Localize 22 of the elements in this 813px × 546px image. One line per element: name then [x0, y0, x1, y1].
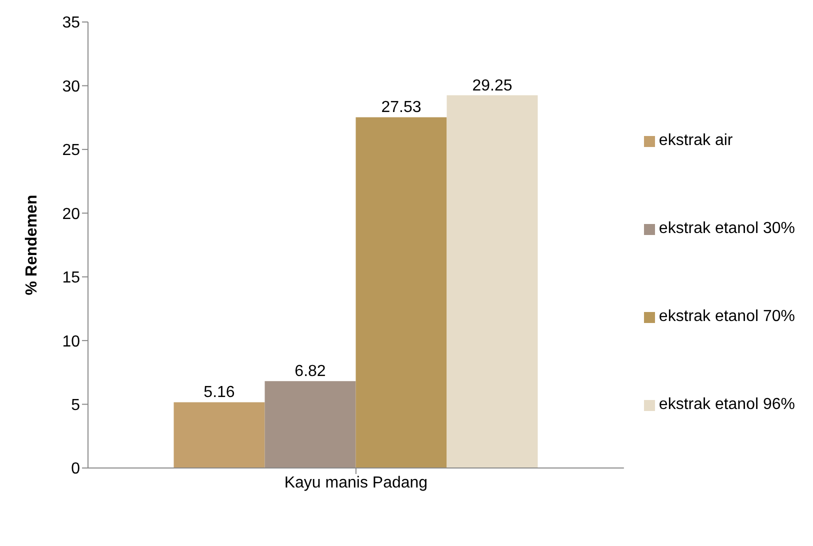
- y-tick-label: 10: [62, 333, 80, 350]
- y-tick-label: 15: [62, 270, 80, 287]
- bar: [174, 402, 265, 468]
- x-tick-label: Kayu manis Padang: [284, 474, 428, 492]
- y-tick-label: 0: [71, 460, 80, 478]
- legend-label: ekstrak etanol 96%: [658, 396, 795, 414]
- legend-label: ekstrak etanol 70%: [658, 308, 795, 326]
- y-tick-label: 30: [62, 78, 80, 96]
- data-label: 29.25: [472, 77, 512, 94]
- data-label: 6.82: [294, 363, 326, 380]
- data-label: 27.53: [381, 99, 422, 116]
- legend-label: ekstrak etanol 30%: [658, 220, 795, 238]
- bar: [356, 117, 447, 468]
- y-tick-label: 20: [62, 206, 80, 223]
- y-tick-label: 25: [62, 142, 80, 160]
- data-label: 5.16: [204, 384, 235, 402]
- y-tick-label: 5: [71, 396, 80, 414]
- y-tick-label: 35: [62, 14, 80, 32]
- bar: [446, 95, 538, 468]
- bar: [264, 381, 356, 468]
- y-axis-title: % Rendemen: [24, 194, 41, 296]
- legend-label: ekstrak air: [658, 132, 733, 150]
